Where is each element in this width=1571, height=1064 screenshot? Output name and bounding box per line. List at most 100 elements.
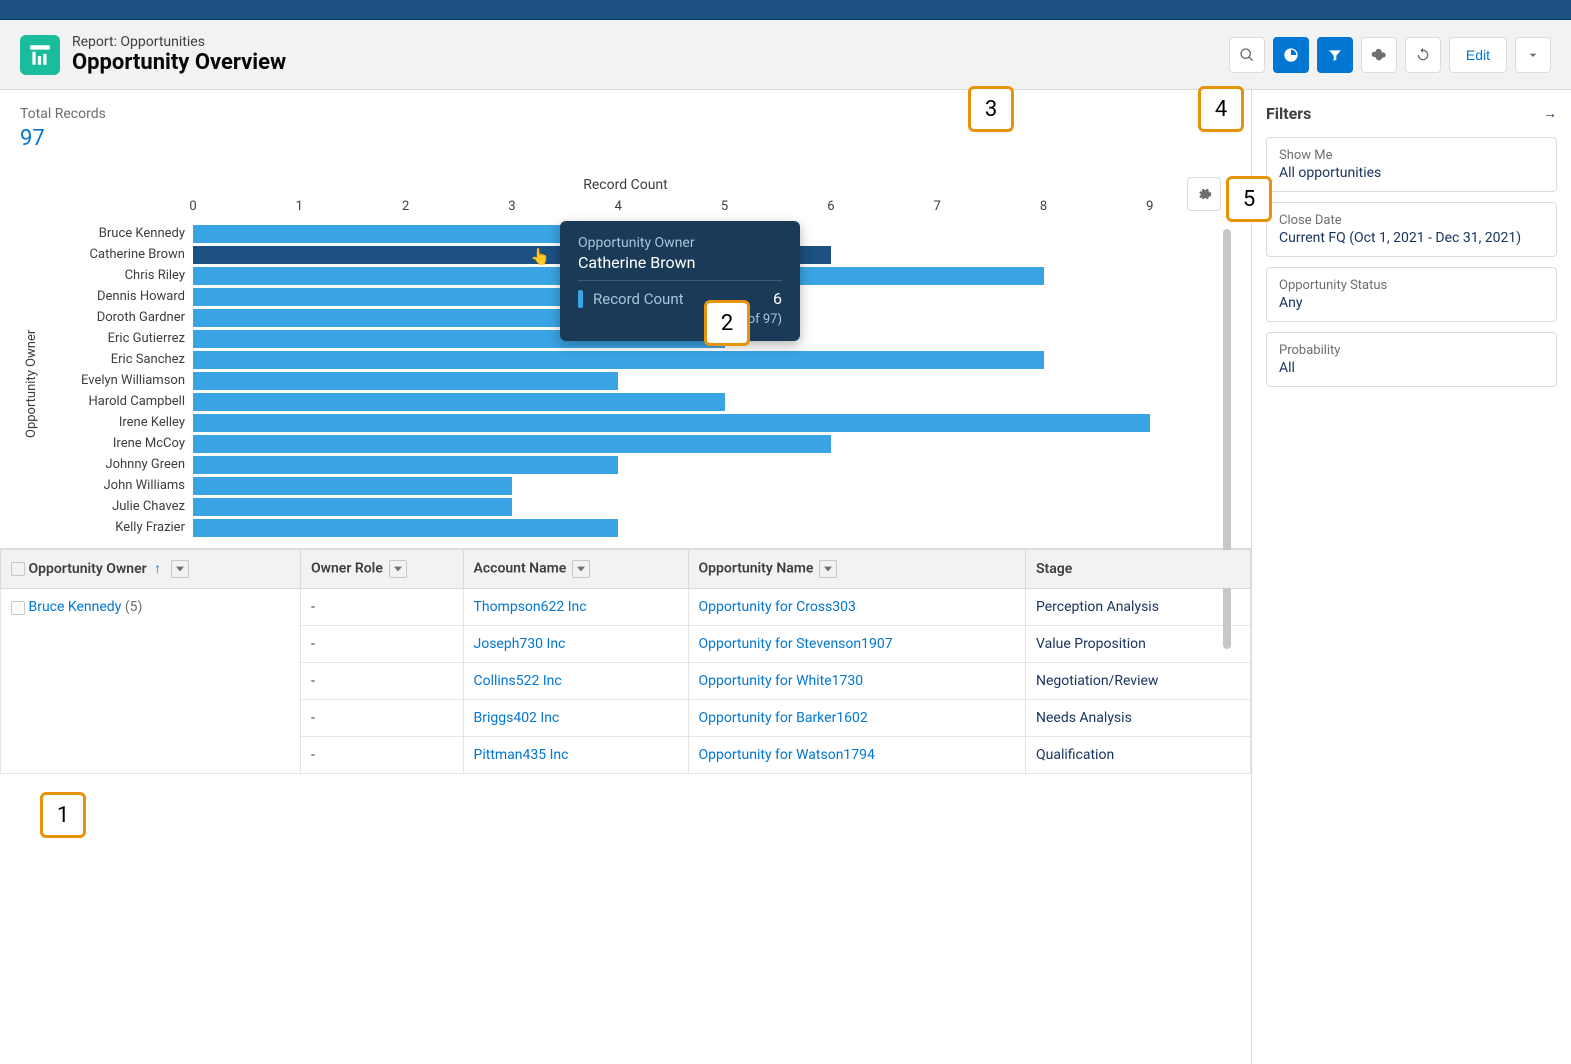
page-title: Opportunity Overview (72, 50, 1229, 75)
records-summary: Total Records 97 (0, 90, 1251, 167)
table-row: Bruce Kennedy (5)-Thompson622 IncOpportu… (1, 589, 1251, 626)
cell-owner-role: - (301, 626, 464, 663)
x-tick: 7 (934, 199, 941, 214)
cell-stage: Needs Analysis (1026, 700, 1251, 737)
refresh-button[interactable] (1405, 37, 1441, 73)
col-header-account[interactable]: Account Name (474, 561, 567, 577)
y-category: Evelyn Williamson (43, 370, 193, 391)
cell-owner-role: - (301, 700, 464, 737)
col-menu-role[interactable] (389, 560, 407, 578)
data-table: Opportunity Owner ↑ Owner Role Account N… (0, 549, 1251, 774)
opportunity-link[interactable]: Opportunity for Barker1602 (699, 710, 868, 726)
table-header-row: Opportunity Owner ↑ Owner Role Account N… (1, 550, 1251, 589)
tooltip-owner-value: Catherine Brown (578, 253, 782, 272)
tooltip-pct: (6.19% of 97) (578, 312, 782, 327)
x-axis-title: Record Count (20, 177, 1231, 193)
col-menu-opportunity[interactable] (819, 560, 837, 578)
callout-1: 1 (40, 792, 86, 838)
bar-row (193, 454, 1203, 475)
header-toolbar: Edit (1229, 37, 1551, 73)
owner-link[interactable]: Bruce Kennedy (28, 599, 121, 615)
chart-tooltip: Opportunity Owner Catherine Brown Record… (560, 221, 800, 341)
bar-row (193, 433, 1203, 454)
x-axis-ticks: 0123456789 (193, 199, 1203, 223)
opportunity-link[interactable]: Opportunity for White1730 (699, 673, 864, 689)
chart-bar[interactable] (193, 477, 512, 495)
total-records-count: 97 (20, 126, 1231, 151)
col-header-opportunity[interactable]: Opportunity Name (699, 561, 814, 577)
col-menu-account[interactable] (572, 560, 590, 578)
bar-row (193, 496, 1203, 517)
filter-card[interactable]: Opportunity StatusAny (1266, 267, 1557, 322)
filters-title: Filters (1266, 104, 1311, 123)
chart-scrollbar[interactable] (1223, 229, 1231, 729)
opportunity-link[interactable]: Opportunity for Cross303 (699, 599, 856, 615)
y-category: Irene McCoy (43, 433, 193, 454)
filter-value: All opportunities (1279, 165, 1544, 181)
x-tick: 6 (827, 199, 834, 214)
more-actions-button[interactable] (1515, 37, 1551, 73)
y-axis-categories: Bruce KennedyCatherine BrownChris RileyD… (43, 199, 193, 538)
col-header-stage[interactable]: Stage (1036, 561, 1072, 577)
page-header: Report: Opportunities Opportunity Overvi… (0, 20, 1571, 90)
chart-bar[interactable] (193, 309, 618, 327)
chart-bar[interactable] (193, 456, 618, 474)
title-block: Report: Opportunities Opportunity Overvi… (72, 34, 1229, 75)
filter-label: Probability (1279, 343, 1544, 358)
chart-zone: Record Count Opportunity Owner Bruce Ken… (0, 167, 1251, 538)
y-category: Eric Gutierrez (43, 328, 193, 349)
col-header-role[interactable]: Owner Role (311, 561, 383, 577)
filters-panel: Filters → Show MeAll opportunities Close … (1251, 90, 1571, 1064)
filter-label: Close Date (1279, 213, 1544, 228)
search-button[interactable] (1229, 37, 1265, 73)
col-menu-owner[interactable] (171, 560, 189, 578)
account-link[interactable]: Pittman435 Inc (474, 747, 569, 763)
filter-card[interactable]: Close Date Current FQ (Oct 1, 2021 - Dec … (1266, 202, 1557, 257)
account-link[interactable]: Joseph730 Inc (474, 636, 566, 652)
account-link[interactable]: Collins522 Inc (474, 673, 562, 689)
x-tick: 9 (1146, 199, 1153, 214)
total-records-label: Total Records (20, 106, 1231, 122)
y-category: Bruce Kennedy (43, 223, 193, 244)
opportunity-link[interactable]: Opportunity for Stevenson1907 (699, 636, 893, 652)
chart-toggle-button[interactable] (1273, 37, 1309, 73)
cell-stage: Negotiation/Review (1026, 663, 1251, 700)
filter-card[interactable]: ProbabilityAll (1266, 332, 1557, 387)
chart-bar[interactable] (193, 372, 618, 390)
chart-bar[interactable] (193, 414, 1150, 432)
select-all-checkbox[interactable] (11, 562, 25, 576)
bar-row (193, 517, 1203, 538)
edit-button[interactable]: Edit (1449, 37, 1507, 73)
layout: Total Records 97 Record Count Opportunit… (0, 90, 1571, 1064)
chart-bar[interactable] (193, 288, 618, 306)
filter-toggle-button[interactable] (1317, 37, 1353, 73)
y-category: Irene Kelley (43, 412, 193, 433)
cell-owner-role: - (301, 737, 464, 774)
cell-stage: Qualification (1026, 737, 1251, 774)
chart-bar[interactable] (193, 351, 1044, 369)
account-link[interactable]: Thompson622 Inc (474, 599, 587, 615)
bar-row (193, 349, 1203, 370)
bar-row (193, 475, 1203, 496)
callout-3: 3 (968, 86, 1014, 132)
chart-bar[interactable] (193, 498, 512, 516)
opportunity-link[interactable]: Opportunity for Watson1794 (699, 747, 875, 763)
x-tick: 4 (615, 199, 622, 214)
main-column: Total Records 97 Record Count Opportunit… (0, 90, 1251, 1064)
col-header-owner[interactable]: Opportunity Owner (28, 561, 146, 577)
collapse-panel-icon[interactable]: → (1543, 105, 1557, 122)
account-link[interactable]: Briggs402 Inc (474, 710, 560, 726)
filter-value: Current FQ (Oct 1, 2021 - Dec 31, 2021) (1279, 230, 1544, 246)
cell-stage: Perception Analysis (1026, 589, 1251, 626)
filter-card[interactable]: Show MeAll opportunities (1266, 137, 1557, 192)
tooltip-metric-value: 6 (773, 289, 782, 308)
x-tick: 2 (402, 199, 409, 214)
chart-bar[interactable] (193, 393, 725, 411)
chart-bar[interactable] (193, 435, 831, 453)
row-checkbox[interactable] (11, 601, 25, 615)
share-button[interactable] (1361, 37, 1397, 73)
callout-2: 2 (704, 300, 750, 346)
y-category: Eric Sanchez (43, 349, 193, 370)
x-tick: 3 (508, 199, 515, 214)
chart-bar[interactable] (193, 519, 618, 537)
